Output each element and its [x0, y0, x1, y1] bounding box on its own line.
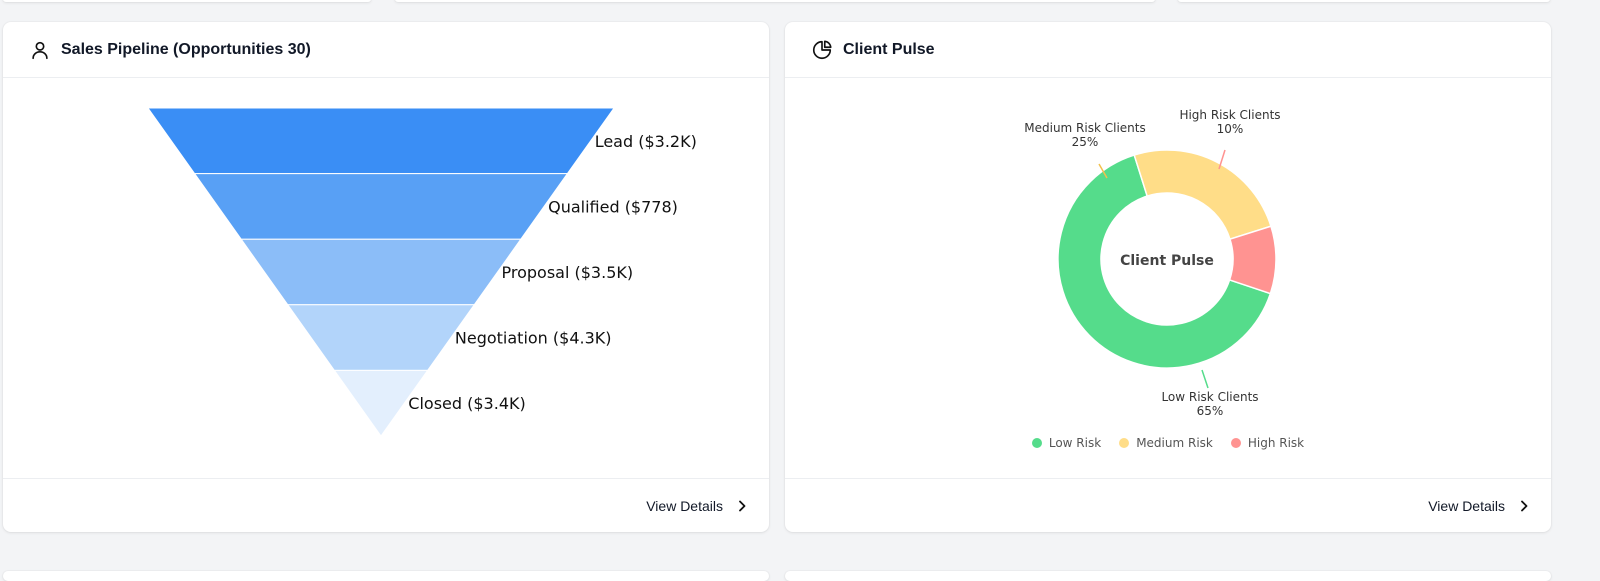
donut-slice-high-risk[interactable]: [1228, 225, 1277, 295]
funnel-chart: Lead ($3.2K) Qualified ($778) Proposal ($3…: [3, 78, 769, 478]
funnel-label: Proposal ($3.5K): [502, 263, 634, 282]
card-below-1: [3, 571, 769, 581]
card-above-2: [395, 0, 1155, 2]
card-below-2: [785, 571, 1551, 581]
donut-chart: Low Risk Clients 65% Medium Risk Clients 25…: [785, 78, 1551, 478]
card-footer: View Details: [785, 478, 1551, 532]
legend-item-high-risk[interactable]: High Risk: [1230, 436, 1305, 450]
legend-item-medium-risk[interactable]: Medium Risk: [1119, 436, 1213, 450]
slice-percent-label: 65%: [1197, 404, 1224, 418]
slice-percent-label: 25%: [1072, 135, 1099, 149]
callout-line: [1201, 369, 1209, 389]
chevron-right-icon: [735, 499, 749, 513]
funnel-segment-negotiation[interactable]: [286, 304, 476, 371]
view-details-label: View Details: [1428, 497, 1505, 514]
funnel-label: Closed ($3.4K): [408, 394, 525, 413]
card-above-1: [3, 0, 371, 2]
funnel-label: Negotiation ($4.3K): [455, 329, 612, 348]
callout-line: [1098, 163, 1108, 179]
slice-name-label: Low Risk Clients: [1161, 390, 1258, 404]
legend-dot: [1119, 438, 1130, 448]
card-footer: View Details: [3, 478, 769, 532]
callout-line: [1218, 149, 1226, 170]
funnel-segment-closed[interactable]: [333, 369, 429, 437]
legend-dot: [1031, 438, 1042, 448]
funnel-segment-proposal[interactable]: [240, 238, 522, 306]
slice-name-label: Medium Risk Clients: [1024, 121, 1145, 135]
funnel-label: Qualified ($778): [548, 197, 678, 216]
view-details-link[interactable]: View Details: [646, 498, 749, 514]
legend-dot: [1230, 438, 1241, 448]
legend-label: Low Risk: [1048, 436, 1102, 450]
client-pulse-card: Client Pulse Low Risk Clients 65% Medium R…: [785, 22, 1551, 532]
view-details-link[interactable]: View Details: [1428, 498, 1531, 514]
card-header: Sales Pipeline (Opportunities 30): [3, 22, 769, 78]
funnel-segment-qualified[interactable]: [193, 173, 569, 240]
user-icon: [29, 39, 51, 61]
slice-percent-label: 10%: [1217, 122, 1244, 136]
card-title: Sales Pipeline (Opportunities 30): [61, 40, 311, 58]
funnel-segment-lead[interactable]: [147, 107, 615, 175]
sales-pipeline-card: Sales Pipeline (Opportunities 30) Lead (…: [3, 22, 769, 532]
view-details-label: View Details: [646, 497, 723, 514]
funnel-svg: Lead ($3.2K) Qualified ($778) Proposal ($3…: [147, 107, 697, 437]
legend-label: High Risk: [1247, 436, 1305, 450]
card-above-3: [1178, 0, 1550, 2]
chevron-right-icon: [1517, 499, 1531, 513]
legend-item-low-risk[interactable]: Low Risk: [1031, 436, 1102, 450]
card-header: Client Pulse: [785, 22, 1551, 78]
donut-center-label: Client Pulse: [1120, 253, 1214, 269]
pie-chart-icon: [811, 39, 833, 61]
funnel-label: Lead ($3.2K): [595, 132, 697, 151]
slice-name-label: High Risk Clients: [1179, 108, 1280, 122]
donut-slice-low-risk[interactable]: [1057, 154, 1272, 369]
card-title: Client Pulse: [843, 40, 935, 58]
legend-label: Medium Risk: [1136, 436, 1213, 450]
chart-legend: Low Risk Medium Risk High Risk: [785, 436, 1551, 450]
donut-slice-medium-risk[interactable]: [1133, 149, 1272, 241]
